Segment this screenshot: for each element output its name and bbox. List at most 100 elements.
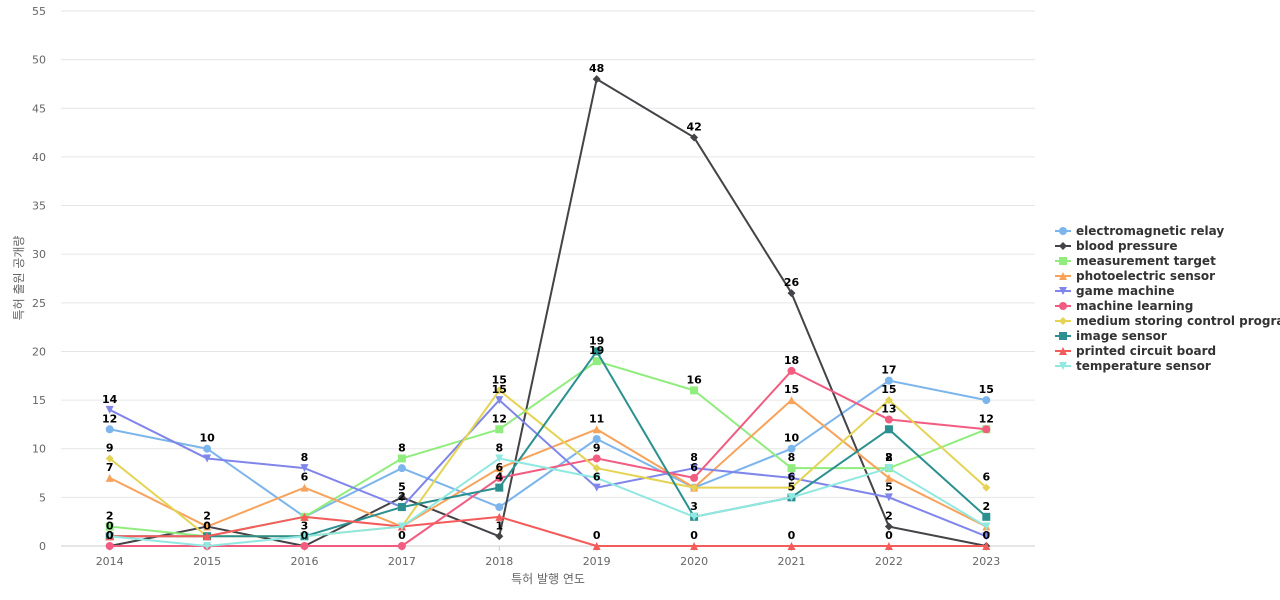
data-label: 0 xyxy=(982,529,990,542)
legend-marker xyxy=(1059,227,1067,235)
data-label: 11 xyxy=(589,412,604,425)
data-point xyxy=(300,464,309,473)
legend-item[interactable]: blood pressure xyxy=(1055,239,1178,253)
data-label: 0 xyxy=(398,529,406,542)
series-line xyxy=(109,389,987,538)
series-line xyxy=(109,350,987,538)
legend-item[interactable]: medium storing control program xyxy=(1055,314,1280,328)
data-point xyxy=(592,454,601,463)
data-point xyxy=(787,464,796,473)
data-label: 2 xyxy=(885,510,893,523)
y-tick-label: 20 xyxy=(32,345,46,358)
data-point xyxy=(105,473,114,482)
legend-marker xyxy=(1059,362,1067,370)
legend-item[interactable]: temperature sensor xyxy=(1055,359,1211,373)
legend-item[interactable]: game machine xyxy=(1055,284,1175,298)
series-line xyxy=(109,457,987,547)
data-point xyxy=(592,425,601,434)
data-label: 6 xyxy=(301,471,309,484)
y-tick-label: 55 xyxy=(32,5,46,18)
data-label: 15 xyxy=(784,383,799,396)
data-point xyxy=(787,542,796,550)
x-tick-label: 2021 xyxy=(778,555,806,568)
data-label: 12 xyxy=(979,412,994,425)
data-label: 6 xyxy=(593,471,601,484)
x-tick-label: 2020 xyxy=(680,555,708,568)
legend-item[interactable]: printed circuit board xyxy=(1055,344,1216,358)
data-point xyxy=(397,464,406,473)
data-point xyxy=(592,542,601,550)
data-label: 12 xyxy=(492,412,507,425)
data-label: 13 xyxy=(881,403,896,416)
legend-label: medium storing control program xyxy=(1076,314,1280,328)
x-tick-label: 2018 xyxy=(485,555,513,568)
data-label: 8 xyxy=(690,451,698,464)
data-label: 9 xyxy=(593,441,601,454)
legend-marker xyxy=(1059,302,1067,310)
legend-item[interactable]: image sensor xyxy=(1055,329,1167,343)
data-label: 6 xyxy=(788,471,796,484)
legend-item[interactable]: photoelectric sensor xyxy=(1055,269,1215,283)
data-label: 10 xyxy=(784,432,800,445)
grid-lines xyxy=(61,10,1035,547)
data-point xyxy=(105,405,114,414)
data-label: 0 xyxy=(106,519,114,532)
data-point xyxy=(982,532,991,541)
data-point xyxy=(884,493,893,502)
data-point xyxy=(884,464,893,473)
series-line xyxy=(109,379,987,518)
data-point xyxy=(787,289,796,298)
data-point xyxy=(787,444,796,453)
x-tick-label: 2016 xyxy=(291,555,319,568)
legend-marker xyxy=(1059,272,1067,280)
data-label: 19 xyxy=(589,344,604,357)
data-label: 8 xyxy=(495,441,503,454)
y-tick-label: 25 xyxy=(32,297,46,310)
data-point xyxy=(787,396,796,405)
legend-marker xyxy=(1059,332,1067,340)
data-point xyxy=(690,512,699,521)
data-label: 6 xyxy=(982,471,990,484)
data-label: 0 xyxy=(690,529,698,542)
data-point xyxy=(203,454,212,463)
data-label: 0 xyxy=(106,529,114,542)
data-point xyxy=(592,75,601,84)
y-tick-label: 0 xyxy=(39,540,46,553)
series-layer xyxy=(105,75,991,550)
legend-item[interactable]: measurement target xyxy=(1055,254,1216,268)
data-point xyxy=(787,483,796,492)
data-point xyxy=(884,396,893,405)
data-label: 2 xyxy=(106,510,114,523)
data-label: 0 xyxy=(593,529,601,542)
data-point xyxy=(495,503,504,512)
data-label: 0 xyxy=(203,519,211,532)
y-tick-label: 50 xyxy=(32,54,46,67)
data-label: 8 xyxy=(301,451,309,464)
data-point xyxy=(300,542,309,550)
data-label: 8 xyxy=(398,441,406,454)
data-point xyxy=(592,357,601,366)
series-line xyxy=(109,369,987,547)
legend-marker xyxy=(1059,257,1067,265)
legend-item[interactable]: machine learning xyxy=(1055,299,1193,313)
x-tick-label: 2015 xyxy=(193,555,221,568)
series-line xyxy=(109,399,987,538)
data-point xyxy=(495,454,504,463)
data-label: 42 xyxy=(686,120,701,133)
data-point xyxy=(203,444,212,453)
data-point xyxy=(884,415,893,424)
series-line xyxy=(109,399,987,528)
data-label: 12 xyxy=(102,412,117,425)
data-point xyxy=(397,542,406,550)
x-tick-label: 2023 xyxy=(972,555,1000,568)
data-point xyxy=(203,542,212,550)
data-label: 15 xyxy=(492,373,507,386)
data-label: 0 xyxy=(106,529,114,542)
x-tick-label: 2014 xyxy=(96,555,124,568)
data-point xyxy=(787,366,796,375)
legend-item[interactable]: electromagnetic relay xyxy=(1055,224,1224,238)
data-point xyxy=(787,493,796,502)
series-medium-storing-control-program xyxy=(105,386,991,541)
data-label: 15 xyxy=(881,383,896,396)
